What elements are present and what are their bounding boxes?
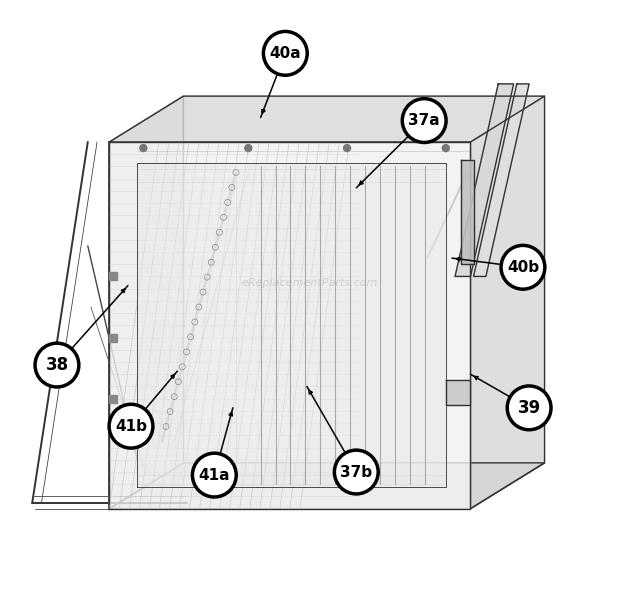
Circle shape [334,450,378,494]
Text: 39: 39 [518,399,541,417]
Bar [109,273,117,281]
Circle shape [245,145,252,152]
Polygon shape [109,463,544,509]
Polygon shape [109,96,184,509]
Circle shape [140,145,147,152]
Circle shape [109,404,153,448]
Polygon shape [474,84,529,276]
Bar [109,395,117,403]
Circle shape [343,145,350,152]
Polygon shape [446,380,471,405]
Text: eReplacementParts.com: eReplacementParts.com [242,278,378,287]
Circle shape [35,343,79,387]
Polygon shape [109,96,544,142]
Circle shape [192,453,236,497]
Circle shape [442,145,450,152]
Text: 40a: 40a [270,46,301,61]
Polygon shape [109,142,471,509]
Circle shape [501,246,545,289]
Circle shape [264,31,308,76]
Text: 37b: 37b [340,465,373,480]
Text: 41b: 41b [115,419,147,433]
Text: 40b: 40b [507,260,539,275]
Text: 38: 38 [45,356,68,374]
Circle shape [402,99,446,142]
Text: 37a: 37a [409,113,440,128]
Polygon shape [461,160,474,264]
Circle shape [507,386,551,430]
Bar [109,333,117,341]
Polygon shape [137,163,446,488]
Polygon shape [455,84,514,276]
Text: 41a: 41a [198,468,230,483]
Polygon shape [471,96,544,509]
